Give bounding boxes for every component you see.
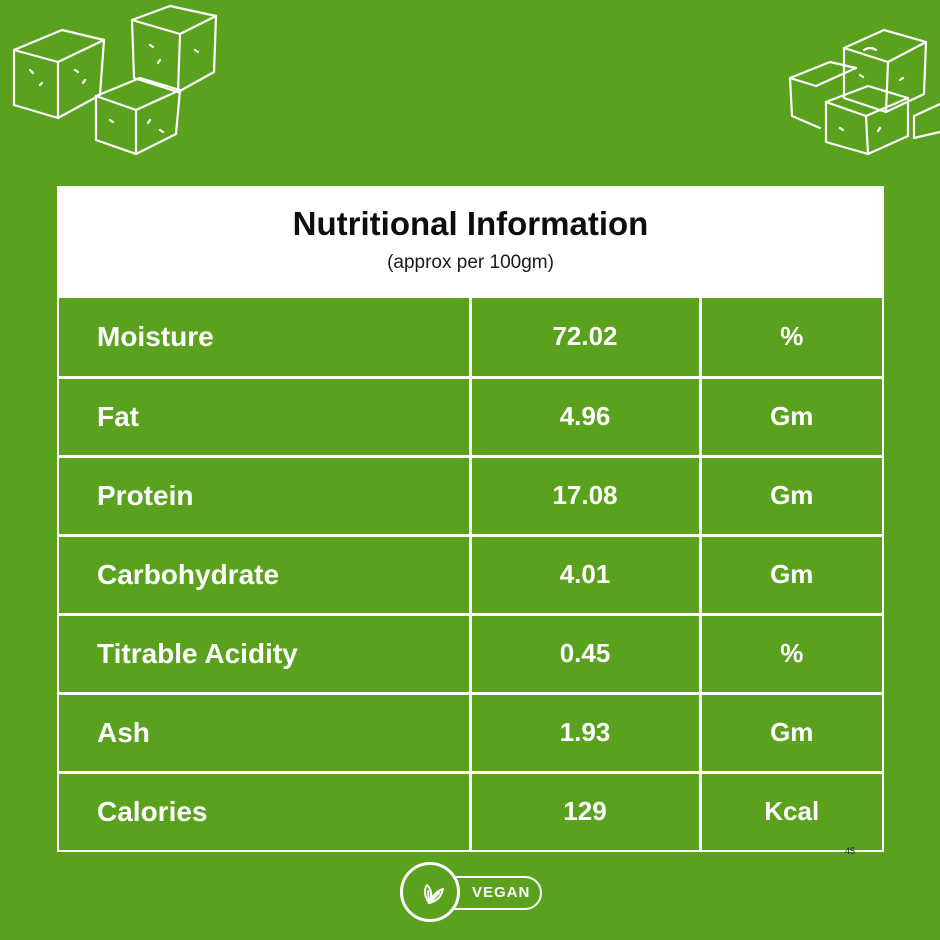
nutrient-value: 0.45: [468, 612, 702, 695]
nutrient-value: 4.01: [468, 533, 702, 616]
vegan-badge: VEGAN: [400, 862, 542, 924]
nutrient-unit: %: [698, 612, 882, 695]
nutrient-unit: Gm: [698, 375, 882, 458]
nutrient-name: Titrable Acidity: [59, 612, 472, 695]
nutrient-value: 4.96: [468, 375, 702, 458]
nutrient-unit: Gm: [698, 454, 882, 537]
nutrient-name: Carbohydrate: [59, 533, 472, 616]
nutrition-panel: Nutritional Information (approx per 100g…: [57, 186, 884, 852]
nutrient-name: Fat: [59, 375, 472, 458]
nutrient-name: Protein: [59, 454, 472, 537]
nutrient-value: 72.02: [468, 298, 702, 379]
table-row: Titrable Acidity 0.45 %: [59, 612, 882, 695]
nutrient-value: 129: [468, 770, 702, 850]
nutrition-table: Moisture 72.02 % Fat 4.96 Gm Protein 17.…: [59, 298, 882, 850]
nutrient-name: Calories: [59, 770, 472, 850]
nutrient-unit: Gm: [698, 533, 882, 616]
tofu-cubes-right-icon: [780, 20, 940, 165]
nutrient-unit: %: [698, 298, 882, 379]
table-row: Protein 17.08 Gm: [59, 454, 882, 537]
nutrient-unit: Kcal: [698, 770, 882, 850]
page-title: Nutritional Information: [292, 205, 649, 242]
table-row: Moisture 72.02 %: [59, 298, 882, 379]
footnote: 45: [845, 846, 856, 856]
leaf-icon: [423, 884, 444, 904]
nutrient-name: Ash: [59, 691, 472, 774]
nutrient-unit: Gm: [698, 691, 882, 774]
nutrient-name: Moisture: [59, 298, 472, 379]
vegan-emblem: [400, 862, 460, 922]
table-row: Ash 1.93 Gm: [59, 691, 882, 774]
table-row: Calories 129 Kcal: [59, 770, 882, 850]
nutrient-value: 17.08: [468, 454, 702, 537]
tofu-cubes-left-icon: [0, 0, 240, 170]
table-row: Fat 4.96 Gm: [59, 375, 882, 458]
vegan-label: VEGAN: [472, 884, 531, 901]
table-row: Carbohydrate 4.01 Gm: [59, 533, 882, 616]
nutrient-value: 1.93: [468, 691, 702, 774]
panel-header: Nutritional Information (approx per 100g…: [59, 188, 882, 298]
page-subtitle: (approx per 100gm): [387, 252, 554, 273]
